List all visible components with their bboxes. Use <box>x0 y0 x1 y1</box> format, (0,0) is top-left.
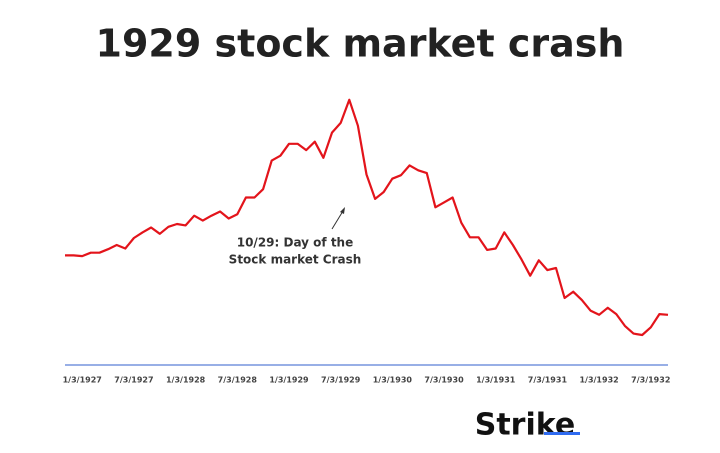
x-tick-label: 7/3/1932 <box>631 376 670 385</box>
x-tick-label: 1/3/1928 <box>166 376 206 385</box>
x-tick-label: 1/3/1932 <box>579 376 618 385</box>
x-tick-label: 1/3/1929 <box>269 376 309 385</box>
x-tick-label: 7/3/1928 <box>218 376 258 385</box>
x-tick-label: 7/3/1931 <box>528 376 568 385</box>
x-tick-label: 1/3/1931 <box>476 376 516 385</box>
chart-title: 1929 stock market crash <box>96 22 625 66</box>
x-tick-label: 1/3/1927 <box>63 376 102 385</box>
arrow-head <box>340 207 345 214</box>
price-line <box>65 98 669 337</box>
x-tick-label: 7/3/1929 <box>321 376 361 385</box>
x-tick-label: 7/3/1927 <box>114 376 153 385</box>
logo-accent <box>544 432 580 435</box>
x-tick-label: 1/3/1930 <box>373 376 413 385</box>
annotation-arrow <box>331 210 344 230</box>
x-tick-label: 7/3/1930 <box>424 376 464 385</box>
logo: Strike <box>475 408 576 443</box>
annotation: 10/29: Day of the <box>237 236 354 250</box>
annotation: Stock market Crash <box>229 253 362 267</box>
